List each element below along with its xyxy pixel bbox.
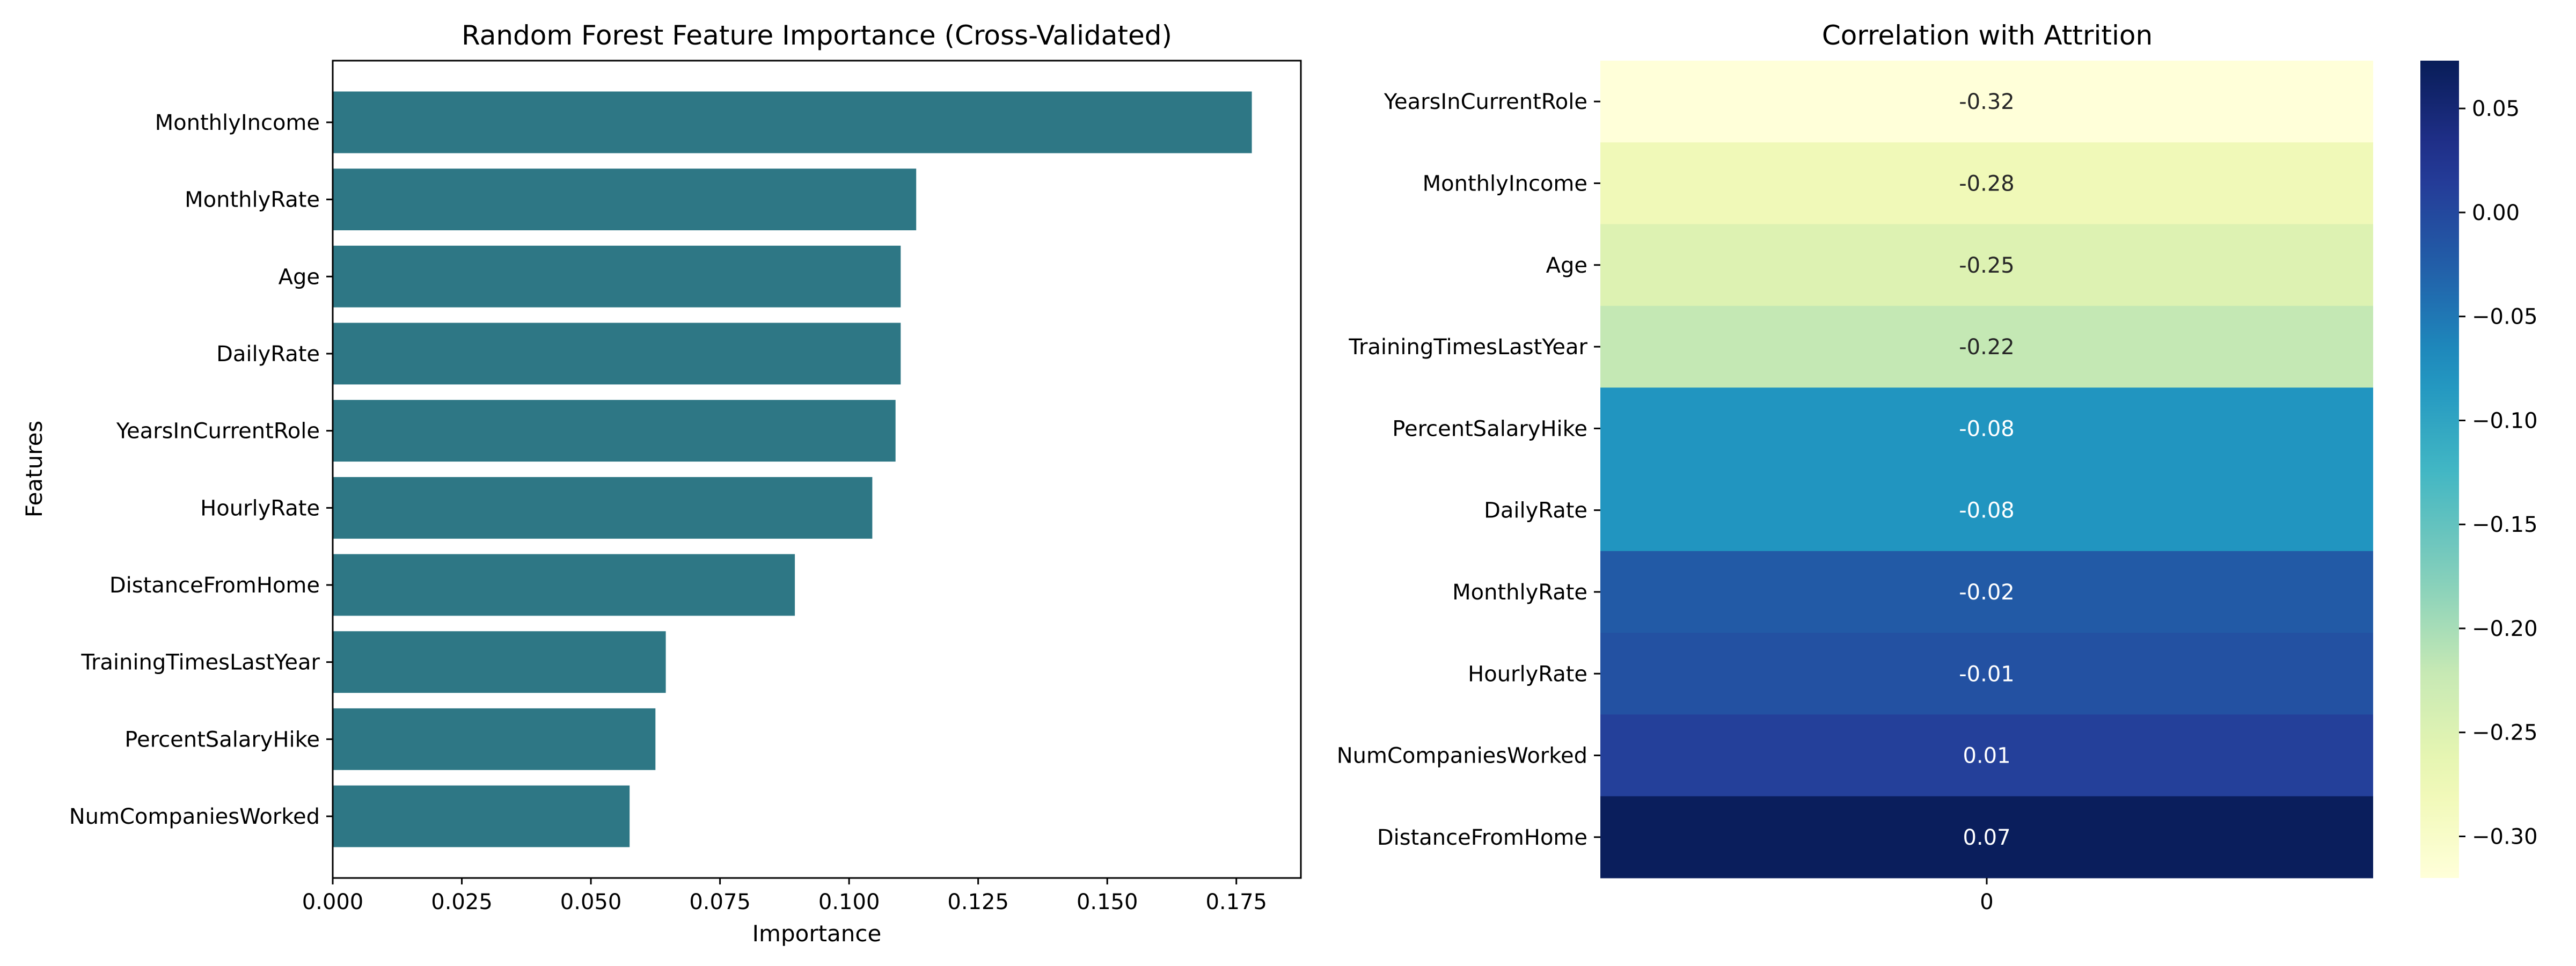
heatmap-cell [1600, 224, 2373, 306]
heatmap-cell-value: -0.32 [1959, 90, 2015, 114]
importance-bar [333, 708, 656, 770]
feature-tick-label: HourlyRate [200, 496, 320, 521]
feature-tick-label: MonthlyIncome [155, 111, 320, 135]
heatmap-row-label: PercentSalaryHike [1392, 416, 1587, 441]
heatmap-cell [1600, 305, 2373, 388]
colorbar-tick-label: 0.00 [2472, 201, 2520, 225]
feature-tick-label: MonthlyRate [185, 188, 320, 213]
heatmap-row-label: MonthlyRate [1452, 580, 1587, 605]
x-tick-label: 0.050 [560, 890, 622, 914]
heatmap-cell-value: -0.25 [1959, 253, 2015, 278]
importance-bars [333, 91, 1252, 847]
heatmap-cell [1600, 633, 2373, 715]
feature-tick-label: YearsInCurrentRole [116, 419, 320, 444]
heatmap-cell-value: -0.01 [1959, 662, 2015, 686]
heatmap-cell-value: 0.01 [1963, 744, 2010, 769]
heatmap-cell-value: -0.22 [1959, 335, 2015, 360]
colorbar-tick-label: −0.05 [2472, 305, 2538, 330]
heatmap-column-label: 0 [1980, 890, 1993, 914]
heatmap-row-label: DailyRate [1484, 499, 1587, 523]
feature-tick-labels: MonthlyIncome MonthlyRate Age DailyRate Year… [69, 111, 333, 829]
colorbar-tick-label: 0.05 [2472, 97, 2520, 121]
colorbar-ticks: 0.05 0.00 −0.05 −0.10 −0.15 −0.20 −0.25 −0.30 [2459, 97, 2538, 849]
heatmap-cell [1600, 469, 2373, 552]
colorbar-tick-label: −0.25 [2472, 721, 2538, 745]
importance-x-ticks: 0.000 0.025 0.050 0.075 0.100 0.125 0.150 0.175 [302, 878, 1267, 914]
heatmap-row-labels: YearsInCurrentRole MonthlyIncome Age Traini… [1337, 90, 1600, 850]
heatmap-cell [1600, 551, 2373, 633]
heatmap-cell [1600, 714, 2373, 797]
feature-tick-label: TrainingTimesLastYear [80, 650, 320, 675]
heatmap-title: Correlation with Attrition [1822, 20, 2153, 51]
feature-importance-chart: Random Forest Feature Importance (Cross-… [21, 20, 1302, 947]
heatmap-cell [1600, 796, 2373, 879]
heatmap-cell-value: -0.08 [1959, 499, 2015, 523]
correlation-heatmap: Correlation with Attrition -0.32-0.28-0.… [1337, 20, 2538, 914]
heatmap-cell [1600, 142, 2373, 225]
x-tick-label: 0.150 [1077, 890, 1138, 914]
feature-importance-title: Random Forest Feature Importance (Cross-… [462, 20, 1172, 51]
heatmap-row-label: TrainingTimesLastYear [1348, 335, 1587, 360]
x-tick-label: 0.000 [302, 890, 364, 914]
heatmap-cell [1600, 387, 2373, 470]
heatmap-cell-value: -0.08 [1959, 416, 2015, 441]
colorbar-tick-label: −0.15 [2472, 513, 2538, 537]
heatmap-cell [1600, 61, 2373, 143]
feature-tick-label: NumCompaniesWorked [69, 804, 320, 829]
x-tick-label: 0.125 [947, 890, 1009, 914]
feature-tick-label: DailyRate [216, 342, 320, 367]
x-tick-label: 0.100 [818, 890, 880, 914]
importance-bar [333, 554, 795, 616]
importance-x-axis-label: Importance [752, 920, 882, 947]
colorbar [2420, 61, 2459, 878]
importance-bar [333, 245, 901, 308]
heatmap-cells: -0.32 -0.28 -0.25 -0.22 -0.08 -0.08 -0.02 -0.01… [1600, 61, 2373, 879]
feature-tick-label: Age [279, 265, 320, 289]
heatmap-row-label: NumCompaniesWorked [1337, 744, 1587, 769]
importance-bar [333, 785, 630, 847]
feature-tick-label: PercentSalaryHike [125, 727, 320, 752]
heatmap-column-labels: 0 [1980, 878, 1994, 914]
heatmap-row-label: YearsInCurrentRole [1384, 90, 1587, 114]
features-y-axis-label: Features [21, 421, 47, 518]
importance-bar [333, 323, 901, 385]
heatmap-row-label: DistanceFromHome [1377, 825, 1587, 850]
importance-bar [333, 169, 917, 231]
importance-bar [333, 91, 1252, 153]
heatmap-row-label: HourlyRate [1468, 662, 1587, 686]
colorbar-tick-label: −0.20 [2472, 617, 2538, 641]
feature-tick-label: DistanceFromHome [109, 573, 320, 598]
importance-bar [333, 477, 873, 539]
x-tick-label: 0.175 [1205, 890, 1267, 914]
colorbar-tick-label: −0.10 [2472, 408, 2538, 433]
heatmap-cell-value: -0.28 [1959, 172, 2015, 196]
x-tick-label: 0.075 [689, 890, 751, 914]
heatmap-cell-value: 0.07 [1963, 825, 2010, 850]
importance-bar [333, 400, 896, 462]
importance-axes-frame [332, 60, 1302, 879]
heatmap-cell-value: -0.02 [1959, 580, 2015, 605]
x-tick-label: 0.025 [431, 890, 493, 914]
heatmap-row-label: Age [1546, 253, 1587, 278]
heatmap-row-label: MonthlyIncome [1423, 171, 1587, 196]
colorbar-tick-label: −0.30 [2472, 824, 2538, 849]
importance-bar [333, 631, 666, 693]
